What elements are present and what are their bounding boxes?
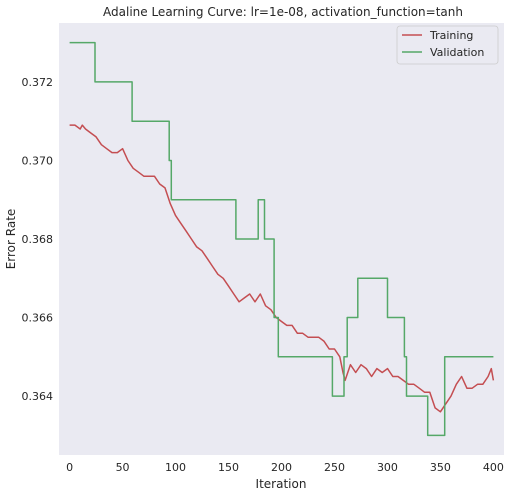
- x-tick-label: 200: [271, 461, 292, 474]
- x-tick-label: 400: [483, 461, 504, 474]
- x-tick-label: 350: [430, 461, 451, 474]
- y-tick-label: 0.366: [22, 312, 54, 325]
- chart-title: Adaline Learning Curve: lr=1e-08, activa…: [103, 5, 463, 19]
- series-line-validation: [69, 41, 494, 437]
- x-axis-label: Iteration: [256, 477, 307, 491]
- x-tick-label: 100: [165, 461, 186, 474]
- y-tick-label: 0.370: [22, 154, 54, 167]
- legend-box: [396, 25, 499, 65]
- x-tick-label: 0: [66, 461, 73, 474]
- y-tick-label: 0.372: [22, 76, 54, 89]
- y-axis-ticks: 0.364 0.366 0.368 0.370 0.372: [22, 76, 54, 403]
- legend: Training Validation: [396, 25, 499, 65]
- y-axis-label: Error Rate: [4, 209, 18, 270]
- x-axis-ticks: 0 50 100 150 200 250 300 350 400: [66, 461, 504, 474]
- y-tick-label: 0.364: [22, 390, 54, 403]
- legend-label-validation: Validation: [430, 46, 484, 59]
- plot-background: [59, 23, 504, 455]
- x-tick-label: 150: [218, 461, 239, 474]
- y-tick-label: 0.368: [22, 233, 54, 246]
- series-line-training: [69, 124, 495, 413]
- legend-label-training: Training: [429, 29, 473, 42]
- x-tick-label: 50: [116, 461, 130, 474]
- x-tick-label: 250: [324, 461, 345, 474]
- series-layer: [69, 41, 495, 437]
- x-tick-label: 300: [377, 461, 398, 474]
